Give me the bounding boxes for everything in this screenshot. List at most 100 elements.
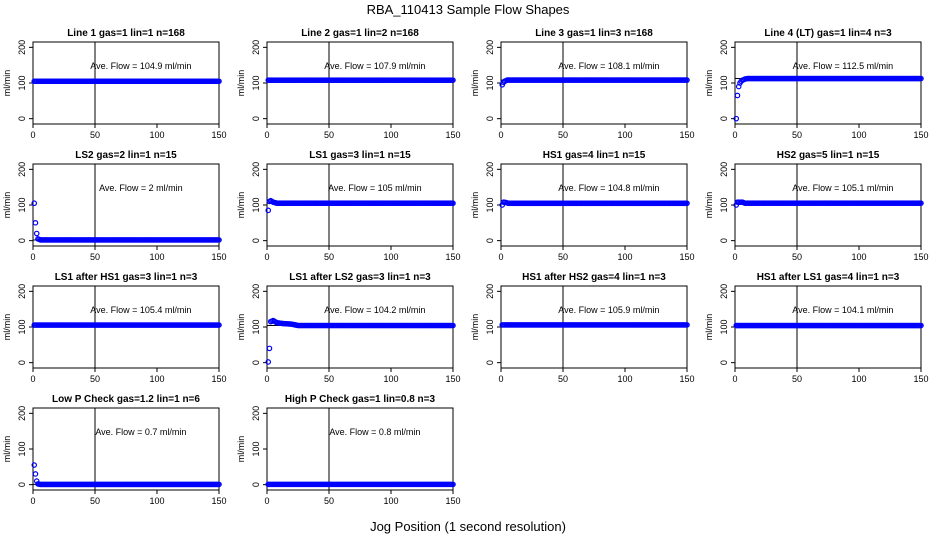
y-axis-label: ml/min xyxy=(470,192,480,219)
y-axis-label: ml/min xyxy=(704,314,714,341)
y-tick-label: 100 xyxy=(485,319,495,334)
data-point xyxy=(684,200,690,207)
x-tick-label: 50 xyxy=(558,252,568,262)
y-axis-label: ml/min xyxy=(236,192,246,219)
plot-box xyxy=(32,407,220,491)
y-axis-label: ml/min xyxy=(236,436,246,463)
average-flow-annotation: Ave. Flow = 104.1 ml/min xyxy=(792,305,893,315)
y-tick-label: 0 xyxy=(719,116,729,121)
x-tick-label: 100 xyxy=(383,374,398,384)
y-tick-label: 200 xyxy=(17,284,27,299)
x-tick-label: 0 xyxy=(264,252,269,262)
data-point xyxy=(918,322,924,329)
y-tick-label: 200 xyxy=(251,162,261,177)
y-tick-label: 200 xyxy=(719,162,729,177)
average-flow-annotation: Ave. Flow = 104.8 ml/min xyxy=(558,183,659,193)
y-tick-label: 0 xyxy=(251,238,261,243)
x-tick-label: 100 xyxy=(617,252,632,262)
y-tick-label: 200 xyxy=(485,284,495,299)
x-tick-label: 100 xyxy=(383,496,398,506)
y-axis-label: ml/min xyxy=(470,314,480,341)
x-tick-label: 50 xyxy=(324,496,334,506)
panel-title: Line 4 (LT) gas=1 lin=4 n=3 xyxy=(764,28,892,39)
panel-9: LS1 after HS1 gas=3 lin=1 n=3 0 50 100 150 0 1… xyxy=(2,272,227,384)
plot-box xyxy=(734,41,922,125)
data-point xyxy=(734,92,741,99)
panel-10: LS1 after LS2 gas=3 lin=1 n=3 0 50 100 150 0 1… xyxy=(236,272,461,384)
panel-title: LS1 after HS1 gas=3 lin=1 n=3 xyxy=(55,272,198,283)
data-point xyxy=(265,207,272,214)
x-tick-label: 0 xyxy=(498,130,503,140)
x-tick-label: 100 xyxy=(149,252,164,262)
data-point xyxy=(32,471,39,477)
x-tick-label: 150 xyxy=(679,252,694,262)
x-tick-label: 50 xyxy=(90,252,100,262)
y-axis-label: ml/min xyxy=(2,314,12,341)
panel-title: Line 2 gas=1 lin=2 n=168 xyxy=(301,28,419,39)
x-tick-label: 0 xyxy=(732,374,737,384)
data-point xyxy=(216,78,222,85)
data-point xyxy=(265,359,272,365)
panel-title: LS1 gas=3 lin=1 n=15 xyxy=(309,150,411,161)
x-tick-label: 0 xyxy=(30,130,35,140)
x-tick-label: 0 xyxy=(30,374,35,384)
data-point xyxy=(216,237,222,243)
y-tick-label: 0 xyxy=(251,360,261,365)
data-point xyxy=(918,75,924,82)
panel-title: Low P Check gas=1.2 lin=1 n=6 xyxy=(52,394,200,405)
y-tick-label: 200 xyxy=(17,40,27,55)
x-tick-label: 100 xyxy=(617,374,632,384)
panel-1: Line 1 gas=1 lin=1 n=168 0 50 100 150 0 100 200… xyxy=(2,28,227,140)
x-tick-label: 100 xyxy=(149,130,164,140)
data-point xyxy=(216,322,222,328)
x-tick-label: 0 xyxy=(264,130,269,140)
y-tick-label: 200 xyxy=(251,40,261,55)
x-tick-label: 50 xyxy=(792,130,802,140)
data-point xyxy=(918,200,924,206)
panel-title: HS2 gas=5 lin=1 n=15 xyxy=(777,150,880,161)
y-tick-label: 200 xyxy=(719,40,729,55)
average-flow-annotation: Ave. Flow = 105.9 ml/min xyxy=(558,305,659,315)
x-tick-label: 100 xyxy=(851,252,866,262)
panel-title: HS1 after LS1 gas=4 lin=1 n=3 xyxy=(757,272,900,283)
y-axis-label: ml/min xyxy=(704,192,714,219)
x-tick-label: 150 xyxy=(211,130,226,140)
average-flow-annotation: Ave. Flow = 104.9 ml/min xyxy=(90,61,191,71)
x-tick-label: 0 xyxy=(30,252,35,262)
y-axis-label: ml/min xyxy=(2,436,12,463)
y-tick-label: 0 xyxy=(251,116,261,121)
y-tick-label: 100 xyxy=(251,319,261,334)
plot-box xyxy=(32,163,220,247)
data-point xyxy=(266,345,273,352)
x-tick-label: 150 xyxy=(445,496,460,506)
y-tick-label: 100 xyxy=(719,75,729,90)
data-point xyxy=(33,230,40,237)
x-tick-label: 150 xyxy=(211,496,226,506)
x-tick-label: 100 xyxy=(383,252,398,262)
x-tick-label: 150 xyxy=(445,130,460,140)
x-tick-label: 0 xyxy=(732,252,737,262)
y-axis-label: ml/min xyxy=(470,70,480,97)
x-tick-label: 50 xyxy=(90,130,100,140)
y-axis-label: ml/min xyxy=(236,314,246,341)
y-tick-label: 200 xyxy=(485,40,495,55)
panel-title: Line 1 gas=1 lin=1 n=168 xyxy=(67,28,185,39)
y-tick-label: 0 xyxy=(17,116,27,121)
x-tick-label: 150 xyxy=(913,374,928,384)
y-axis-label: ml/min xyxy=(2,192,12,219)
y-tick-label: 0 xyxy=(251,482,261,487)
y-axis-label: ml/min xyxy=(704,70,714,97)
panel-title: HS1 gas=4 lin=1 n=15 xyxy=(543,150,646,161)
x-tick-label: 50 xyxy=(324,252,334,262)
y-tick-label: 100 xyxy=(251,197,261,212)
y-tick-label: 100 xyxy=(251,441,261,456)
data-point xyxy=(450,77,456,83)
data-point xyxy=(684,77,690,83)
x-tick-label: 50 xyxy=(324,130,334,140)
panel-11: HS1 after HS2 gas=4 lin=1 n=3 0 50 100 150 0 1… xyxy=(470,272,695,384)
x-tick-label: 100 xyxy=(851,130,866,140)
average-flow-annotation: Ave. Flow = 2 ml/min xyxy=(99,183,183,193)
y-tick-label: 0 xyxy=(17,360,27,365)
x-tick-label: 50 xyxy=(90,496,100,506)
panel-3: Line 3 gas=1 lin=3 n=168 0 50 100 150 0 100 200… xyxy=(470,28,695,140)
